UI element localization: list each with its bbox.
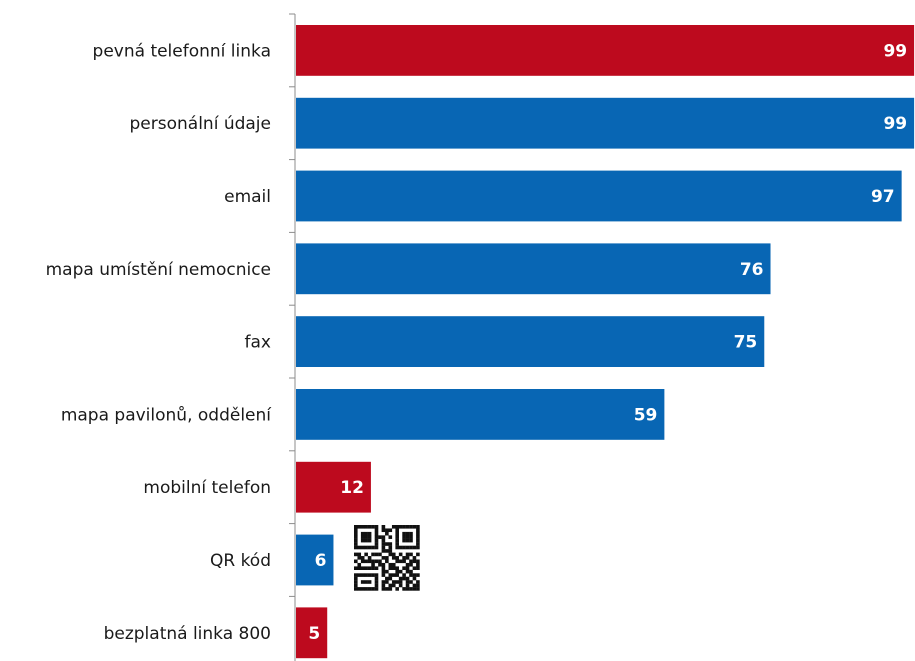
data-label: 99 (883, 114, 907, 134)
bar (296, 461, 371, 513)
data-label: 76 (740, 260, 764, 280)
category-label: QR kód (210, 551, 271, 571)
category-label: mapa umístění nemocnice (46, 260, 271, 280)
bar (296, 607, 328, 659)
data-label: 99 (883, 41, 907, 61)
bar (296, 534, 334, 586)
category-label: personální údaje (130, 114, 271, 134)
category-label: pevná telefonní linka (93, 41, 271, 61)
category-label: bezplatná linka 800 (104, 624, 271, 644)
category-labels-group: pevná telefonní linka personální údaje ema… (46, 41, 273, 643)
bar (296, 25, 915, 76)
data-label: 59 (634, 405, 658, 425)
qr-code-icon (354, 525, 420, 591)
bar (296, 316, 765, 367)
bar (296, 389, 665, 440)
data-label: 97 (871, 187, 895, 207)
data-label: 12 (340, 478, 364, 498)
bar (296, 97, 915, 149)
data-label: 75 (734, 333, 758, 353)
data-label: 6 (315, 551, 327, 571)
category-label: fax (245, 333, 271, 353)
category-label: mobilní telefon (143, 478, 271, 498)
bars-group: 99 99 97 76 75 59 12 6 5 (296, 25, 915, 659)
category-label: mapa pavilonů, oddělení (61, 405, 272, 425)
category-axis (289, 13, 296, 661)
bar (296, 170, 902, 222)
bar (296, 243, 771, 295)
category-label: email (224, 187, 271, 207)
data-label: 5 (308, 624, 320, 644)
